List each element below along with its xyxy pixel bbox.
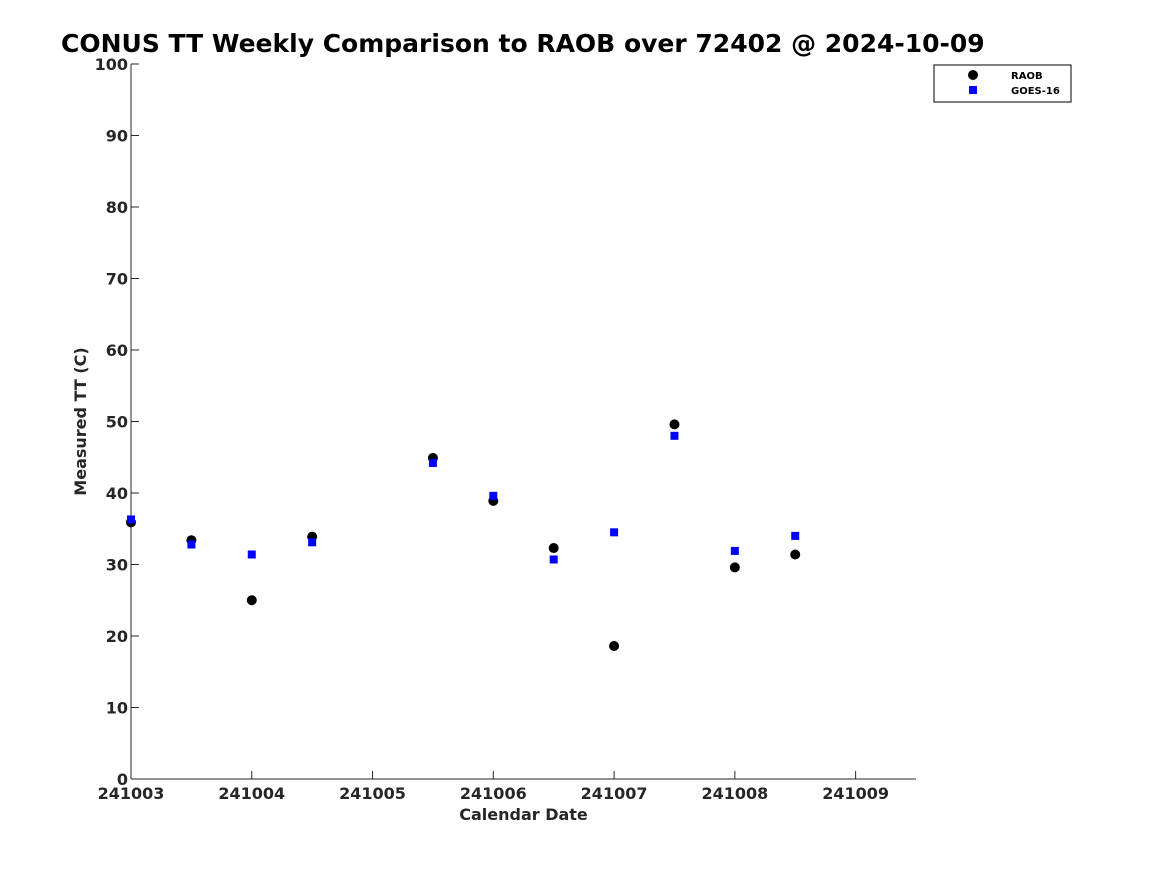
x-tick-label: 241003 <box>98 784 165 803</box>
legend-items: RAOB GOES-16 <box>968 70 1060 97</box>
y-tick-label: 50 <box>106 413 128 432</box>
x-tick-label: 241005 <box>339 784 406 803</box>
legend-box <box>933 64 1072 103</box>
x-tick-label: 241006 <box>460 784 527 803</box>
raob-point <box>790 549 801 560</box>
y-tick-label: 100 <box>95 55 128 74</box>
goes16-point <box>428 458 437 467</box>
chart-title: CONUS TT Weekly Comparison to RAOB over … <box>61 29 985 58</box>
goes16-point <box>549 555 558 564</box>
x-axis-ticks: 241003 241004 241005 241006 241007 241008 2410… <box>98 771 889 803</box>
legend-entry-label: GOES-16 <box>1011 86 1060 97</box>
y-tick-label: 30 <box>106 556 128 575</box>
goes16-point <box>489 491 498 500</box>
y-tick-label: 60 <box>106 341 128 360</box>
y-axis-label: Measured TT (C) <box>71 347 90 495</box>
raob-point <box>609 641 620 652</box>
x-tick-label: 241009 <box>822 784 889 803</box>
y-axis-ticks: 0 10 20 30 40 50 60 70 80 90 100 <box>95 55 139 789</box>
y-tick-label: 40 <box>106 484 128 503</box>
x-axis-label: Calendar Date <box>459 805 588 824</box>
goes16-point <box>670 431 679 440</box>
legend-goes16-marker <box>969 86 977 94</box>
goes16-point <box>308 538 317 547</box>
goes16-point <box>247 550 256 559</box>
goes16-point <box>127 515 135 524</box>
legend: RAOB GOES-16 <box>933 64 1072 103</box>
data-points <box>126 419 801 652</box>
legend-raob-marker <box>968 70 978 80</box>
x-tick-label: 241007 <box>581 784 648 803</box>
goes16-point <box>730 546 739 555</box>
goes16-point <box>791 531 800 540</box>
raob-point <box>669 419 680 430</box>
y-tick-label: 70 <box>106 270 128 289</box>
y-tick-label: 0 <box>117 770 128 789</box>
legend-entry-label: RAOB <box>1011 71 1043 82</box>
y-tick-label: 80 <box>106 198 128 217</box>
goes16-point <box>610 528 619 537</box>
goes16-point <box>187 540 196 549</box>
x-tick-label: 241008 <box>701 784 768 803</box>
y-tick-label: 10 <box>106 699 128 718</box>
raob-point <box>246 595 257 606</box>
raob-point <box>729 562 740 573</box>
x-tick-label: 241004 <box>218 784 285 803</box>
y-tick-label: 20 <box>106 627 128 646</box>
y-tick-label: 90 <box>106 127 128 146</box>
raob-point <box>548 543 559 554</box>
